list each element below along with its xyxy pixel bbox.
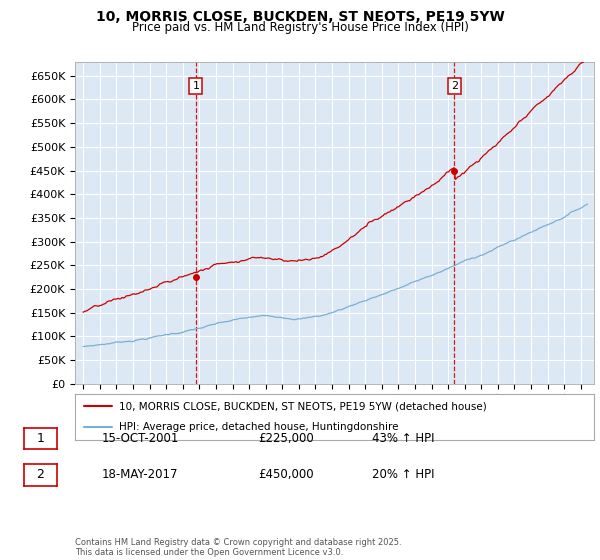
Text: 10, MORRIS CLOSE, BUCKDEN, ST NEOTS, PE19 5YW: 10, MORRIS CLOSE, BUCKDEN, ST NEOTS, PE1… xyxy=(95,10,505,24)
Text: HPI: Average price, detached house, Huntingdonshire: HPI: Average price, detached house, Hunt… xyxy=(119,422,398,432)
Text: 20% ↑ HPI: 20% ↑ HPI xyxy=(372,468,434,482)
Text: £450,000: £450,000 xyxy=(258,468,314,482)
Text: 1: 1 xyxy=(37,432,44,445)
Text: 2: 2 xyxy=(37,468,44,482)
Text: Contains HM Land Registry data © Crown copyright and database right 2025.
This d: Contains HM Land Registry data © Crown c… xyxy=(75,538,401,557)
Text: 2: 2 xyxy=(451,81,458,91)
Text: 43% ↑ HPI: 43% ↑ HPI xyxy=(372,432,434,445)
Text: 18-MAY-2017: 18-MAY-2017 xyxy=(102,468,179,482)
Text: 1: 1 xyxy=(193,81,199,91)
Text: £225,000: £225,000 xyxy=(258,432,314,445)
Text: 10, MORRIS CLOSE, BUCKDEN, ST NEOTS, PE19 5YW (detached house): 10, MORRIS CLOSE, BUCKDEN, ST NEOTS, PE1… xyxy=(119,401,487,411)
Text: Price paid vs. HM Land Registry's House Price Index (HPI): Price paid vs. HM Land Registry's House … xyxy=(131,21,469,34)
Text: 15-OCT-2001: 15-OCT-2001 xyxy=(102,432,179,445)
